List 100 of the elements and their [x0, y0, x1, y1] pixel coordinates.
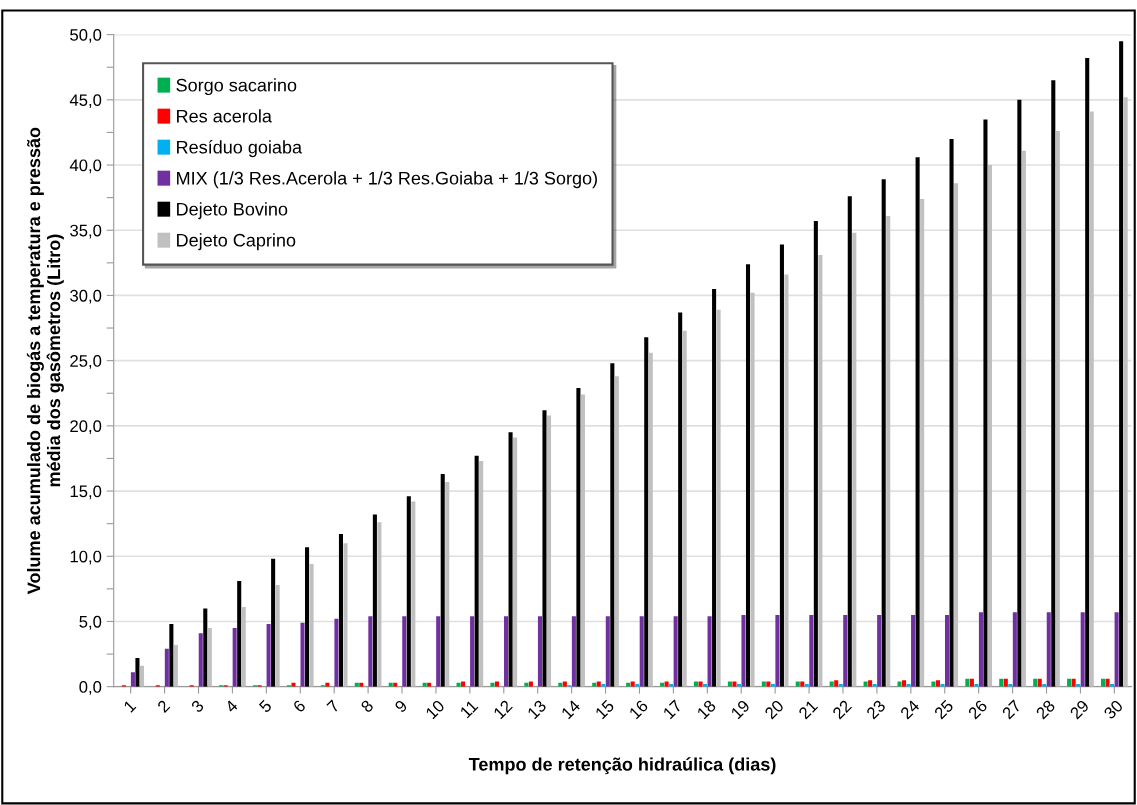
x-tick-label: 14	[560, 699, 581, 720]
bar	[207, 627, 212, 687]
bar	[470, 616, 475, 687]
legend-label: Dejeto Bovino	[177, 202, 288, 220]
x-tick-label: 10	[425, 699, 446, 720]
bar	[745, 264, 751, 687]
bar	[596, 681, 601, 687]
bar	[135, 657, 140, 687]
bar	[198, 633, 203, 687]
bar	[727, 681, 732, 687]
bar	[445, 481, 450, 687]
y-tick-label: 40,0	[69, 159, 102, 174]
bar	[377, 522, 382, 687]
x-tick-label: 25	[933, 699, 954, 720]
bar	[818, 255, 823, 687]
bar	[707, 616, 712, 687]
bar	[987, 165, 993, 687]
x-tick-label: 7	[326, 699, 340, 713]
y-tick-label: 50,0	[70, 29, 102, 43]
bar	[847, 196, 852, 687]
bar	[528, 681, 533, 687]
legend-label: Resíduo goiaba	[177, 140, 303, 158]
legend-label: Sorgo sacarino	[176, 78, 297, 96]
y-axis-title: Volume acumulado de biogás a temperatura e pressão média dos gasômetros (Litro)	[26, 127, 64, 595]
bar	[300, 622, 305, 687]
bar	[275, 584, 280, 687]
x-tick-label: 28	[1035, 699, 1056, 720]
legend-label: MIX (1/3 Res.Acerola + 1/3 Res.Goiaba + 1/3 Sorgo)	[177, 171, 597, 189]
bar	[504, 616, 509, 687]
x-tick-label: 26	[967, 699, 988, 720]
y-tick-label: 5,0	[79, 615, 102, 630]
bar	[580, 394, 585, 687]
bar	[949, 138, 954, 687]
bar	[954, 183, 959, 687]
bar	[813, 221, 818, 687]
bar	[402, 616, 407, 687]
bar	[571, 616, 576, 687]
y-tick-label: 15,0	[70, 485, 102, 500]
x-tick-label: 4	[224, 699, 239, 714]
bar	[537, 616, 542, 687]
x-tick-label: 27	[1001, 699, 1022, 720]
bar	[139, 665, 144, 687]
x-axis-title: Tempo de retenção hidraúlica (dias)	[468, 757, 776, 775]
bar	[800, 681, 805, 687]
y-tick-label: 45,0	[69, 94, 102, 108]
bar	[508, 432, 513, 687]
bar	[338, 534, 343, 687]
bar	[915, 157, 920, 687]
bar	[852, 232, 857, 687]
bar	[978, 612, 983, 687]
x-tick-label: 18	[696, 699, 717, 720]
bar	[779, 244, 784, 687]
bar	[1046, 612, 1051, 687]
bar	[173, 644, 178, 687]
bar	[237, 581, 242, 687]
x-tick-label: 12	[492, 699, 513, 720]
bar	[881, 179, 886, 687]
bar	[1021, 150, 1026, 687]
bar	[761, 681, 766, 687]
bar	[678, 312, 683, 687]
x-tick-label: 2	[156, 699, 171, 713]
bar	[750, 292, 755, 687]
bar	[741, 614, 746, 687]
legend-label: Res acerola	[177, 109, 272, 123]
bar	[266, 624, 271, 687]
bar	[474, 455, 479, 687]
x-tick-label: 29	[1069, 699, 1090, 720]
bar	[576, 388, 581, 687]
bar	[546, 415, 552, 687]
bar	[863, 681, 868, 687]
bar	[1080, 612, 1085, 687]
x-tick-label: 21	[797, 699, 819, 720]
x-tick-label: 23	[865, 699, 887, 720]
bar	[897, 681, 902, 687]
x-tick-label: 5	[258, 699, 273, 714]
y-tick-label: 20,0	[70, 420, 102, 435]
x-tick-label: 20	[764, 699, 785, 720]
bar	[372, 514, 377, 687]
bar	[164, 648, 169, 687]
bar	[630, 681, 635, 687]
y-tick-label: 25,0	[70, 355, 102, 369]
x-tick-label: 30	[1103, 699, 1124, 720]
bar	[291, 682, 296, 687]
bar	[614, 376, 619, 687]
bar	[1114, 612, 1119, 687]
bar	[440, 474, 445, 687]
y-tick-label: 0,0	[79, 681, 102, 695]
bar	[130, 672, 135, 687]
x-tick-label: 9	[394, 699, 408, 714]
bar	[1051, 80, 1056, 687]
bar	[682, 330, 687, 687]
x-tick-label: 24	[899, 699, 921, 720]
bar	[931, 681, 936, 687]
bar	[411, 501, 416, 687]
x-tick-label: 22	[831, 699, 852, 720]
bar	[673, 616, 678, 687]
y-tick-label: 35,0	[70, 224, 102, 239]
x-tick-label: 11	[459, 699, 479, 719]
bar	[1055, 131, 1060, 687]
bar	[494, 681, 500, 687]
